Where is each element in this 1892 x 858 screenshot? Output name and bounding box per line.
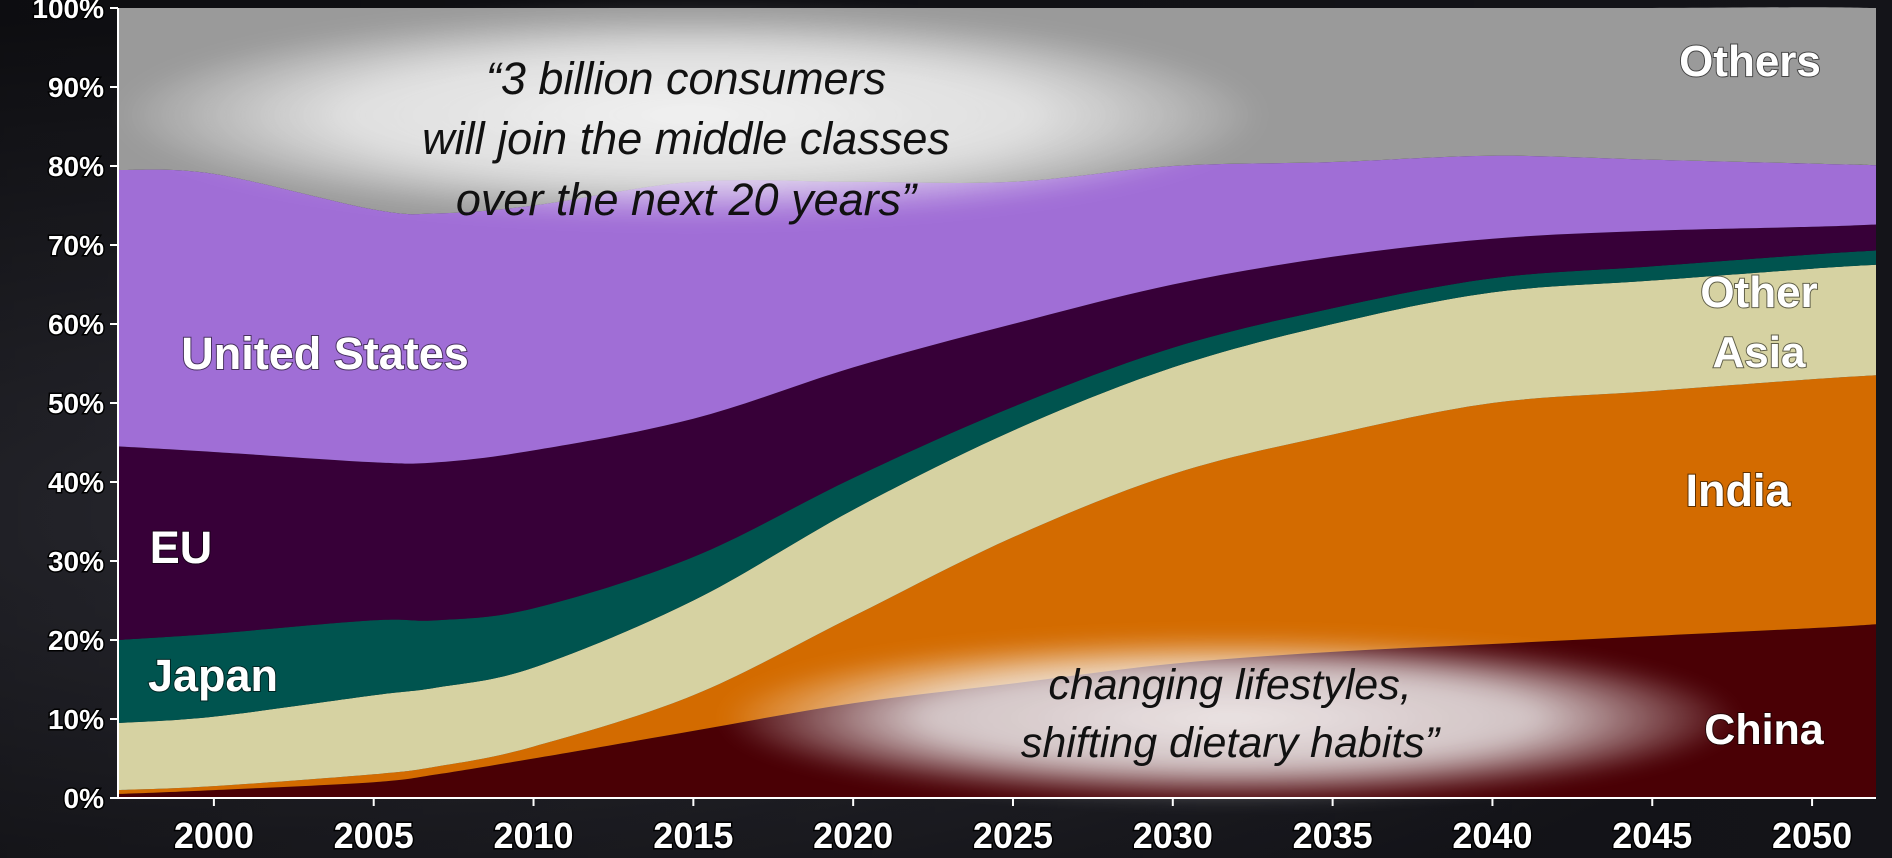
x-tick-label: 2010 [493, 815, 573, 856]
y-tick-label: 50% [48, 388, 104, 419]
y-tick-label: 60% [48, 309, 104, 340]
area-label-china: China [1704, 706, 1825, 754]
y-tick-label: 40% [48, 467, 104, 498]
x-tick-label: 2005 [334, 815, 414, 856]
quote-glow-bottom [720, 636, 1740, 800]
quote-top-line: over the next 20 years” [456, 174, 918, 225]
area-label-india: India [1685, 465, 1791, 516]
area-label-others: Others [1679, 37, 1821, 86]
area-eu [118, 224, 1876, 640]
area-india [118, 375, 1876, 794]
annotations-layer: “3 billion consumers will join the middle… [422, 53, 1441, 767]
x-tick-label: 2035 [1293, 815, 1373, 856]
area-label-other-asia: Asia [1713, 328, 1806, 377]
quote-top-line: “3 billion consumers [486, 53, 886, 104]
quote-bottom-line: changing lifestyles, [1048, 661, 1411, 709]
y-tick-label: 20% [48, 625, 104, 656]
area-labels-layer: Others United States EU Japan Other Asia India… [147, 36, 1826, 755]
y-tick-label: 70% [48, 230, 104, 261]
area-label-other-asia: Other [1700, 268, 1817, 317]
y-tick-label: 80% [48, 151, 104, 182]
x-tick-label: 2000 [174, 815, 254, 856]
x-tick-label: 2015 [653, 815, 733, 856]
axis-layer: 0% 10% 20% 30% 40% 50% 60% 70% 80% 90% 100% 2000 200… [31, 0, 1876, 858]
y-tick-label: 100% [32, 0, 104, 24]
x-tick-label: 2025 [973, 815, 1053, 856]
y-tick-label: 90% [48, 72, 104, 103]
quote-glow-top [115, 10, 1265, 220]
y-tick-label: 30% [48, 546, 104, 577]
x-tick-label: 2040 [1452, 815, 1532, 856]
x-tick-label: 2050 [1772, 815, 1852, 856]
x-tick-label: 2020 [813, 815, 893, 856]
y-tick-label: 10% [48, 704, 104, 735]
area-japan [118, 250, 1876, 723]
quote-bottom-line: shifting dietary habits” [1021, 719, 1441, 767]
quote-top-line: will join the middle classes [422, 113, 950, 164]
annotation-glow-layer [115, 10, 1740, 800]
x-tick-label: 2045 [1612, 815, 1692, 856]
area-united-states [118, 155, 1876, 464]
y-tick-label: 0% [64, 783, 105, 814]
x-tick-label: 2030 [1133, 815, 1213, 856]
area-label-eu: EU [150, 522, 213, 573]
area-other-asia [118, 264, 1876, 791]
area-label-japan: Japan [148, 650, 278, 701]
area-label-united-states: United States [181, 328, 469, 379]
